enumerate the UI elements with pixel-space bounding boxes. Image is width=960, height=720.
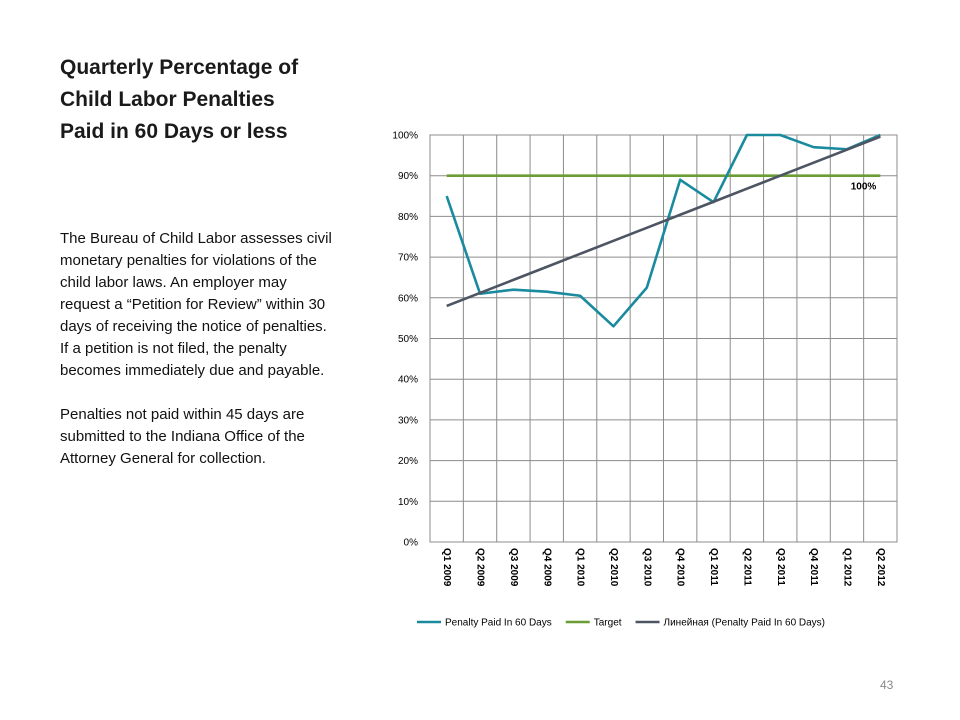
series-line-trendline [446, 135, 881, 308]
y-tick-label: 20% [398, 456, 418, 467]
x-tick-label: Q4 2011 [808, 548, 819, 586]
x-tick-label: Q2 2012 [875, 548, 886, 587]
x-tick-label: Q4 2009 [541, 548, 552, 587]
legend-trendline-label: Линейная (Penalty Paid In 60 Days) [664, 618, 825, 629]
x-tick-label: Q3 2009 [508, 548, 519, 587]
legend-penalty-paid-label: Penalty Paid In 60 Days [445, 618, 552, 629]
series-line-penalty-paid [445, 133, 881, 328]
y-tick-label: 50% [398, 334, 418, 345]
body-paragraph-2: Penalties not paid within 45 days are su… [60, 406, 305, 467]
slide-body: The Bureau of Child Labor assesses civil… [60, 228, 332, 492]
y-tick-label: 70% [398, 253, 418, 264]
y-tick-label: 60% [398, 293, 418, 304]
y-tick-label: 10% [398, 497, 418, 508]
x-tick-label: Q2 2009 [475, 548, 486, 587]
x-tick-label: Q1 2011 [708, 548, 719, 586]
y-tick-label: 0% [404, 538, 419, 549]
title-line-3: Paid in 60 Days or less [60, 120, 288, 143]
slide-title: Quarterly Percentage of Child Labor Pena… [60, 52, 360, 148]
x-tick-label: Q1 2012 [841, 548, 852, 587]
x-tick-label: Q3 2010 [641, 548, 652, 587]
y-tick-label: 30% [398, 415, 418, 426]
y-tick-label: 100% [392, 131, 418, 142]
x-tick-label: Q4 2010 [675, 548, 686, 587]
annotation-label: 100% [851, 182, 877, 193]
plot-border [429, 134, 898, 543]
y-tick-label: 80% [398, 212, 418, 223]
x-tick-label: Q3 2011 [775, 548, 786, 586]
body-paragraph-1: The Bureau of Child Labor assesses civil… [60, 230, 332, 379]
x-tick-label: Q2 2011 [741, 548, 752, 586]
y-tick-label: 90% [398, 171, 418, 182]
title-line-1: Quarterly Percentage of [60, 56, 299, 79]
y-tick-label: 40% [398, 375, 418, 386]
legend-target-label: Target [594, 618, 622, 629]
x-tick-label: Q1 2010 [575, 548, 586, 587]
title-line-2: Child Labor Penalties [60, 88, 275, 111]
page-number: 43 [880, 678, 894, 692]
x-tick-label: Q2 2010 [608, 548, 619, 587]
x-tick-label: Q1 2009 [441, 548, 452, 587]
